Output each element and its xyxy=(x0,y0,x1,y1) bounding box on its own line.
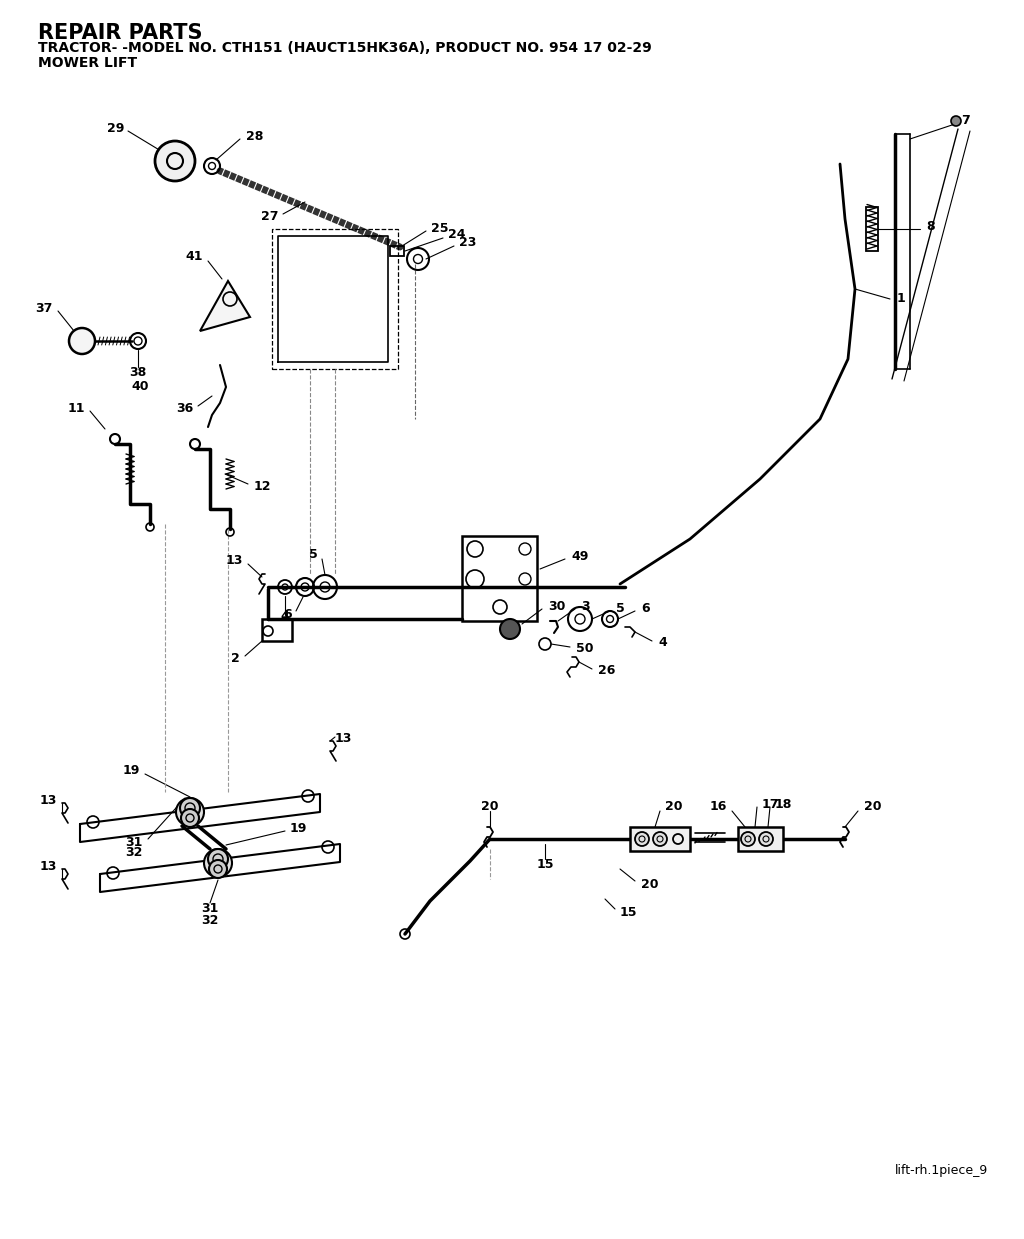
Text: 20: 20 xyxy=(864,800,882,814)
Circle shape xyxy=(209,860,227,878)
Text: 4: 4 xyxy=(658,637,667,649)
Text: 3: 3 xyxy=(581,600,590,612)
Text: 2: 2 xyxy=(231,653,240,665)
Text: 50: 50 xyxy=(575,643,594,655)
Text: 26: 26 xyxy=(598,664,615,678)
Text: 31: 31 xyxy=(126,835,143,849)
Text: 15: 15 xyxy=(537,857,554,871)
Text: TRACTOR- -MODEL NO. CTH151 (HAUCT15HK36A), PRODUCT NO. 954 17 02-29: TRACTOR- -MODEL NO. CTH151 (HAUCT15HK36A… xyxy=(38,41,651,55)
Text: 24: 24 xyxy=(449,228,466,242)
Polygon shape xyxy=(200,281,250,331)
Text: 12: 12 xyxy=(254,481,271,493)
Text: 18: 18 xyxy=(775,798,793,810)
Text: 1: 1 xyxy=(897,292,906,306)
Text: 4: 4 xyxy=(281,610,290,622)
Text: 30: 30 xyxy=(548,600,565,612)
Circle shape xyxy=(180,798,200,818)
Text: 31: 31 xyxy=(202,902,219,914)
Circle shape xyxy=(181,809,199,826)
Bar xyxy=(866,207,878,252)
Text: 37: 37 xyxy=(36,301,53,315)
Text: 36: 36 xyxy=(176,403,193,415)
Text: 20: 20 xyxy=(641,877,658,891)
Circle shape xyxy=(951,116,961,126)
Text: 19: 19 xyxy=(290,821,307,835)
Circle shape xyxy=(69,328,95,354)
Bar xyxy=(262,620,292,641)
Text: 11: 11 xyxy=(68,401,85,415)
Text: 16: 16 xyxy=(710,800,727,814)
Text: MOWER LIFT: MOWER LIFT xyxy=(38,56,137,69)
Bar xyxy=(630,826,690,851)
Text: 25: 25 xyxy=(431,222,449,234)
Text: 5: 5 xyxy=(616,601,625,615)
Text: 41: 41 xyxy=(185,250,203,264)
Text: REPAIR PARTS: REPAIR PARTS xyxy=(38,24,203,43)
Text: 20: 20 xyxy=(665,800,683,814)
Circle shape xyxy=(208,849,228,869)
Text: 19: 19 xyxy=(123,764,140,778)
Text: 32: 32 xyxy=(126,846,143,860)
Text: 5: 5 xyxy=(309,549,318,561)
Circle shape xyxy=(204,849,232,877)
Text: 40: 40 xyxy=(131,380,148,394)
Bar xyxy=(390,247,404,256)
Text: 32: 32 xyxy=(202,913,219,927)
Circle shape xyxy=(653,833,667,846)
Bar xyxy=(462,536,537,621)
Text: 6: 6 xyxy=(641,601,649,615)
Text: 6: 6 xyxy=(284,608,292,622)
Text: lift-rh.1piece_9: lift-rh.1piece_9 xyxy=(895,1163,988,1177)
Text: 23: 23 xyxy=(459,237,476,249)
Text: 29: 29 xyxy=(106,123,124,135)
Text: 13: 13 xyxy=(40,793,57,807)
Bar xyxy=(738,826,783,851)
Circle shape xyxy=(759,833,773,846)
Text: 13: 13 xyxy=(335,732,352,746)
Text: 13: 13 xyxy=(225,555,243,567)
Circle shape xyxy=(155,141,195,181)
Text: 38: 38 xyxy=(129,366,146,378)
Text: 15: 15 xyxy=(620,906,638,918)
Circle shape xyxy=(635,833,649,846)
Text: 27: 27 xyxy=(260,211,278,223)
Text: 13: 13 xyxy=(40,860,57,872)
Circle shape xyxy=(500,620,520,639)
Circle shape xyxy=(176,798,204,826)
Text: 28: 28 xyxy=(246,130,263,142)
Text: 20: 20 xyxy=(481,800,499,814)
Text: 7: 7 xyxy=(961,114,970,128)
Text: 17: 17 xyxy=(762,798,779,810)
Text: 49: 49 xyxy=(571,550,589,563)
Circle shape xyxy=(741,833,755,846)
Text: 8: 8 xyxy=(926,219,935,233)
